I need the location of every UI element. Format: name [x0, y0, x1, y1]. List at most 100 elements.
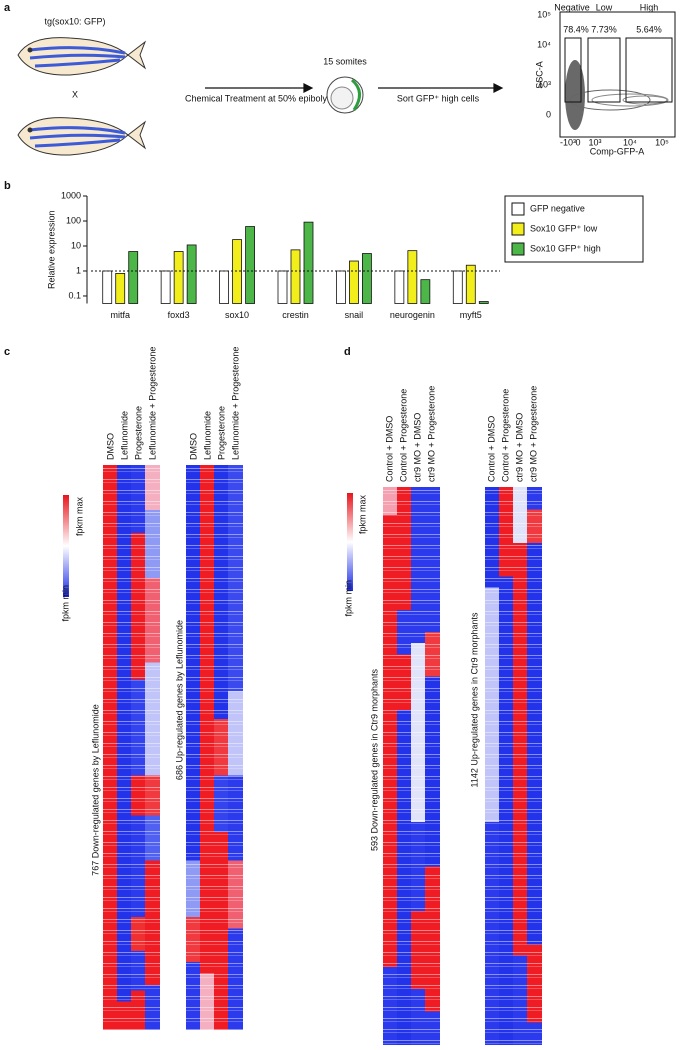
- gate-percent: 78.4%: [563, 24, 589, 34]
- heatmap-column: [425, 487, 440, 1045]
- heatmap-column: [513, 487, 528, 1045]
- gate-percent: 7.73%: [591, 24, 617, 34]
- treatment: Chemical Treatment at 50% epiboly: [185, 93, 328, 103]
- panel-label: d: [344, 346, 351, 358]
- bar: [290, 249, 301, 304]
- column-label: Control + DMSO: [384, 416, 394, 482]
- bar: [115, 273, 126, 304]
- column-label: ctr9 MO + Progesterone: [528, 386, 538, 482]
- column-label: Leflunomide: [202, 411, 212, 460]
- heatmap-column: [411, 487, 426, 1045]
- column-label: Leflunomide + Progesterone: [230, 347, 240, 460]
- heatmap-column: [397, 487, 412, 1045]
- heatmap-column: [228, 465, 243, 1030]
- y-axis-label: Relative expression: [46, 210, 56, 289]
- column-label: DMSO: [188, 433, 198, 460]
- gate-label: High: [640, 2, 659, 12]
- stage: 15 somites: [323, 56, 367, 66]
- x-tick-label: sox10: [225, 310, 249, 320]
- column-label: ctr9 MO + Progesterone: [426, 386, 436, 482]
- legend-swatch: [511, 242, 525, 256]
- legend-label: Sox10 GFP⁺ low: [530, 223, 598, 233]
- bar: [394, 270, 405, 304]
- heatmap-column: [485, 487, 500, 1045]
- heatmap-column: [383, 487, 398, 1045]
- x-tick-label: myft5: [460, 310, 482, 320]
- fish: [17, 117, 147, 156]
- column-label: Leflunomide: [119, 411, 129, 460]
- gate-label: Low: [596, 2, 613, 12]
- column-label: ctr9 MO + DMSO: [514, 413, 524, 482]
- x-tick-label: neurogenin: [390, 310, 435, 320]
- heatmap-column: [103, 465, 118, 1030]
- bar: [349, 260, 359, 304]
- heatmap-column: [186, 465, 201, 1030]
- bar: [303, 221, 314, 304]
- y-tick-label: 1: [76, 265, 81, 275]
- gene-set-label: 1142 Up-regulated genes in Ctr9 morphant…: [469, 612, 479, 787]
- bar: [362, 253, 372, 304]
- column-label: Progesterone: [133, 406, 143, 460]
- x-tick-label: mitfa: [110, 310, 130, 320]
- flow-x-label: Comp-GFP-A: [590, 146, 645, 156]
- column-label: DMSO: [105, 433, 115, 460]
- flow-tick: 0: [546, 109, 551, 119]
- x-tick-label: foxd3: [168, 310, 190, 320]
- heatmap-column: [499, 487, 514, 1045]
- scale-max: fpkm max: [357, 495, 367, 535]
- heatmap-column: [527, 487, 542, 1045]
- bar: [219, 270, 229, 304]
- flow-tick: 10⁴: [623, 137, 637, 147]
- arrow: [205, 83, 504, 93]
- y-tick-label: 0.1: [68, 290, 81, 300]
- column-label: Control + Progesterone: [398, 389, 408, 482]
- bar: [128, 251, 139, 304]
- bar: [336, 270, 346, 304]
- heatmap-column: [145, 465, 160, 1030]
- embryo: [326, 76, 364, 114]
- bar: [245, 226, 255, 304]
- y-tick-label: 1000: [61, 190, 81, 200]
- gene-set-label: 767 Down-regulated genes by Leflunomide: [90, 704, 100, 876]
- gene-set-label: 686 Up-regulated genes by Leflunomide: [174, 620, 184, 780]
- legend-swatch: [511, 222, 525, 236]
- panel-label: a: [4, 2, 11, 14]
- fish: [17, 37, 147, 76]
- y-tick-label: 100: [66, 215, 81, 225]
- legend-label: Sox10 GFP⁺ high: [530, 243, 601, 253]
- legend-label: GFP negative: [530, 203, 585, 213]
- flow-tick: 10⁴: [537, 39, 551, 49]
- column-label: Control + Progesterone: [500, 389, 510, 482]
- bar: [186, 244, 197, 304]
- y-tick-label: 10: [71, 240, 81, 250]
- bar: [452, 270, 463, 304]
- bar: [232, 239, 242, 304]
- cross: X: [72, 89, 78, 99]
- heatmap-column: [200, 465, 215, 1030]
- heatmap-column: [131, 465, 146, 1030]
- flow-plot: [559, 11, 676, 138]
- bar: [102, 270, 113, 304]
- color-scale: [347, 493, 353, 591]
- bar: [277, 270, 288, 304]
- column-label: ctr9 MO + DMSO: [412, 413, 422, 482]
- flow-tick: 10³: [538, 79, 551, 89]
- flow-tick: 0: [575, 137, 580, 147]
- column-label: Progesterone: [216, 406, 226, 460]
- gate-percent: 5.64%: [636, 24, 662, 34]
- column-label: Leflunomide + Progesterone: [147, 347, 157, 460]
- flow-tick: 10³: [588, 137, 601, 147]
- bar: [160, 270, 171, 304]
- column-label: Control + DMSO: [486, 416, 496, 482]
- heatmap-column: [117, 465, 132, 1030]
- panel-label: c: [4, 346, 10, 358]
- bar: [478, 301, 489, 304]
- flow-tick: -10³: [560, 137, 576, 147]
- gate-label: Negative: [554, 2, 590, 12]
- scale-max: fpkm max: [74, 497, 84, 537]
- bar: [465, 264, 476, 304]
- bar: [420, 279, 431, 304]
- sort: Sort GFP⁺ high cells: [397, 93, 480, 103]
